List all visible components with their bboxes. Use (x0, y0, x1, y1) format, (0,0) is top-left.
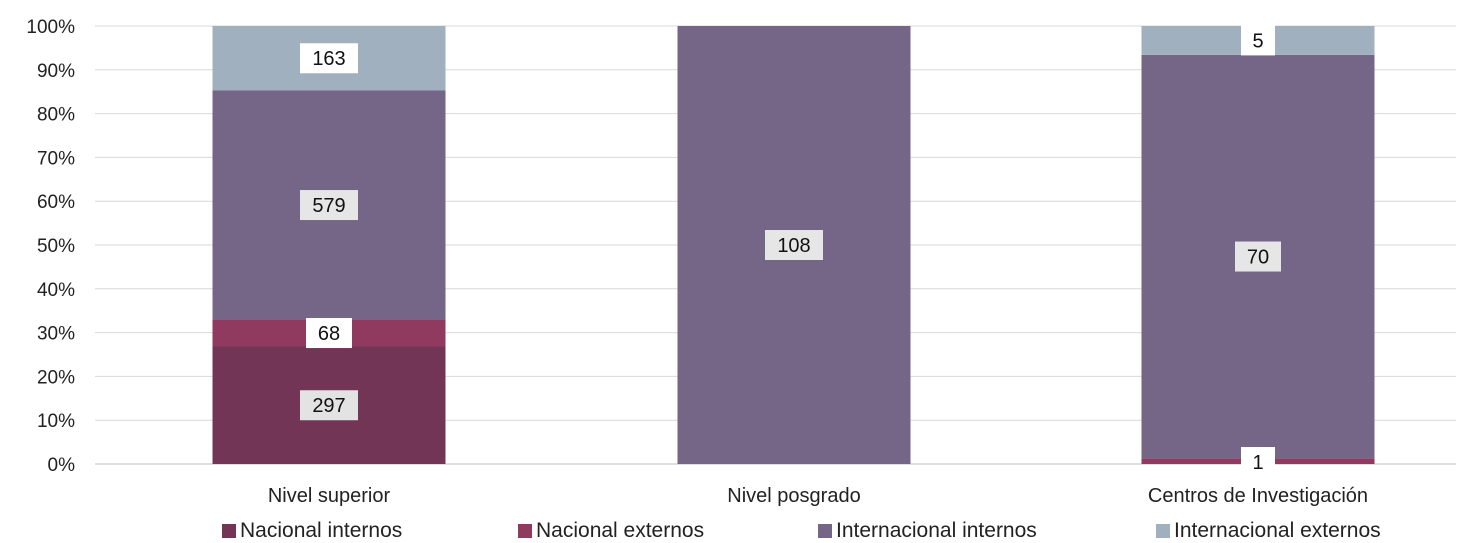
data-label: 163 (300, 43, 358, 74)
legend: Nacional internos Nacional externos Intern… (0, 519, 1473, 543)
legend-swatch (1156, 524, 1170, 538)
data-label-text: 68 (318, 323, 340, 345)
y-tick-label: 30% (37, 324, 75, 345)
data-labels: 297 68 579 163 108 1 70 5 (300, 25, 1281, 477)
data-label: 108 (765, 230, 823, 260)
legend-label: Nacional internos (240, 519, 403, 542)
y-tick-label: 20% (37, 367, 75, 388)
data-label-box (306, 318, 352, 349)
y-tick-label: 10% (37, 411, 75, 432)
y-tick-label: 60% (37, 192, 75, 213)
legend-item: Nacional externos (518, 519, 704, 543)
data-label-box (300, 43, 358, 74)
x-axis-category-label: Centros de Investigación (1148, 485, 1368, 507)
data-label-box (1241, 25, 1275, 56)
x-axis-category-label: Nivel posgrado (727, 485, 860, 507)
data-label-text: 70 (1247, 247, 1269, 269)
data-label-text: 297 (312, 395, 345, 417)
y-tick-label: 80% (37, 105, 75, 126)
legend-item: Nacional internos (222, 519, 402, 543)
y-tick-label: 0% (48, 455, 76, 476)
legend-label: Internacional externos (1174, 519, 1381, 542)
data-label-text: 1 (1252, 452, 1263, 474)
y-tick-label: 70% (37, 148, 75, 169)
legend-item: Internacional internos (818, 519, 1037, 543)
y-axis-ticks: 0% 10% 20% 30% 40% 50% 60% 70% 80% 90% 100% (26, 17, 75, 476)
data-label: 579 (300, 190, 358, 221)
legend-label: Nacional externos (536, 519, 705, 542)
data-label-box (1235, 241, 1281, 272)
data-label: 5 (1241, 25, 1275, 56)
y-tick-label: 100% (26, 17, 75, 38)
legend-swatch (818, 524, 832, 538)
data-label-text: 579 (312, 195, 345, 217)
y-tick-label: 90% (37, 61, 75, 82)
data-label: 68 (306, 318, 352, 349)
legend-item: Internacional externos (1156, 519, 1381, 543)
legend-swatch (518, 524, 532, 538)
data-label-text: 5 (1252, 30, 1263, 52)
y-tick-label: 50% (37, 236, 75, 257)
x-axis-labels: Nivel superior Nivel posgrado Centros de I… (268, 485, 1368, 507)
data-label-box (1241, 447, 1275, 477)
chart: 0% 10% 20% 30% 40% 50% 60% 70% 80% 90% 100% 297 68 5… (26, 17, 1456, 507)
legend-swatch (222, 524, 236, 538)
data-label-text: 163 (312, 48, 345, 70)
data-label: 1 (1241, 447, 1275, 477)
data-label-box (300, 190, 358, 221)
data-label: 297 (300, 390, 358, 421)
x-axis-category-label: Nivel superior (268, 485, 391, 507)
data-label-box (765, 230, 823, 260)
y-tick-label: 40% (37, 280, 75, 301)
data-label: 70 (1235, 241, 1281, 272)
data-label-box (300, 390, 358, 421)
data-label-text: 108 (777, 235, 810, 257)
legend-label: Internacional internos (836, 519, 1037, 542)
